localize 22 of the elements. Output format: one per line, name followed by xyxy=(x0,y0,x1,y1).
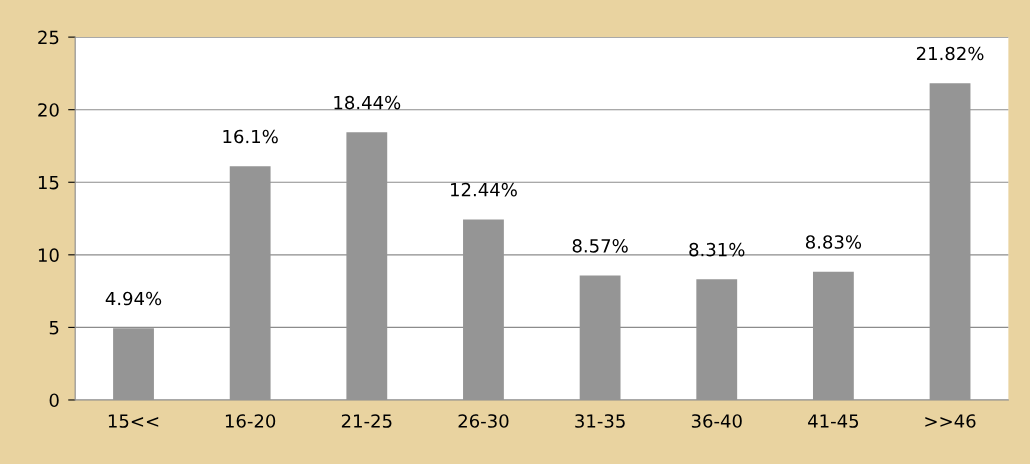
y-tick-label: 5 xyxy=(49,321,59,335)
y-tick-label: 10 xyxy=(38,248,59,262)
x-tick-label: 31-35 xyxy=(575,414,625,428)
x-tick-label: 36-40 xyxy=(691,414,742,428)
x-tick-label: >>46 xyxy=(925,414,976,428)
data-label: 8.83% xyxy=(805,235,862,249)
y-tick-label: 20 xyxy=(38,103,59,117)
x-tick-label: 15<< xyxy=(108,414,159,428)
data-label: 12.44% xyxy=(451,182,517,197)
y-tick-label: 25 xyxy=(38,30,59,45)
data-label: 8.57% xyxy=(572,238,628,253)
x-tick-label: 16-20 xyxy=(225,414,276,428)
y-tick-label: 15 xyxy=(38,175,59,190)
y-tick-label: 0 xyxy=(49,393,59,408)
x-tick-label: 26-30 xyxy=(458,414,509,428)
data-label: 18.44% xyxy=(334,95,401,110)
x-tick-label: 21-25 xyxy=(341,414,392,428)
data-label: 16.1% xyxy=(223,129,278,144)
data-label: 4.94% xyxy=(105,291,162,306)
data-label: 21.82% xyxy=(916,46,984,61)
data-label: 8.31% xyxy=(689,242,745,257)
x-tick-label: 41-45 xyxy=(808,414,859,428)
